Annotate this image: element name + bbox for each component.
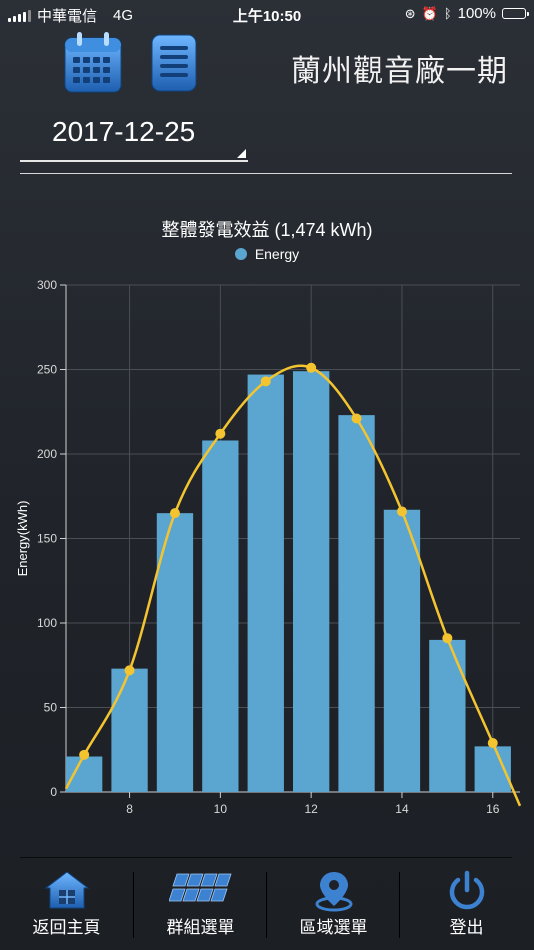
tab-logout[interactable]: 登出 (400, 858, 533, 950)
trend-point (79, 749, 90, 760)
y-tick-label: 50 (44, 701, 58, 715)
date-value: 2017-12-25 (52, 116, 196, 147)
battery-percent: 100% (457, 5, 496, 22)
bar (429, 639, 466, 792)
tab-area-menu[interactable]: 區域選單 (267, 858, 400, 950)
list-button[interactable] (151, 34, 197, 92)
tab-separator (133, 872, 134, 938)
alarm-icon: ⏰ (421, 5, 438, 21)
power-icon (446, 870, 488, 917)
y-tick-label: 250 (37, 363, 57, 377)
tab-separator (399, 872, 400, 938)
bar (66, 756, 103, 792)
calendar-button[interactable] (62, 32, 124, 94)
x-tick-label: 16 (486, 802, 500, 816)
status-time: 上午10:50 (232, 8, 302, 25)
bar (156, 513, 194, 792)
tab-area-menu-label: 區域選單 (299, 918, 368, 937)
x-tick-label: 12 (304, 802, 318, 816)
tab-home[interactable]: 返回主頁 (0, 858, 133, 950)
dropdown-corner-icon (237, 149, 246, 158)
tab-separator (266, 872, 267, 938)
y-tick-label: 0 (50, 785, 57, 799)
bar (247, 374, 284, 792)
tab-bar: 返回主頁 群組選單 區域選單 (0, 858, 534, 950)
x-tick-label: 14 (395, 802, 409, 816)
tab-group-menu[interactable]: 群組選單 (134, 858, 267, 950)
y-axis-label: Energy(kWh) (15, 501, 30, 577)
location-pin-icon (314, 870, 354, 917)
trend-point (124, 665, 135, 676)
chart-title: 整體發電效益 (1,474 kWh) (161, 220, 373, 240)
solar-panels-icon (167, 870, 233, 911)
tab-logout-label: 登出 (449, 918, 484, 937)
bar (293, 371, 330, 792)
energy-chart: 0 50 100 150 200 250 300 8 10 12 14 16 Energy(kWh) (15, 278, 522, 816)
trend-point (306, 362, 317, 373)
trend-point (215, 428, 226, 439)
trend-point (487, 737, 498, 748)
date-picker-field[interactable]: 2017-12-25 (20, 110, 248, 162)
battery-icon (502, 8, 529, 19)
trend-point (442, 633, 453, 644)
bar (383, 509, 421, 792)
y-tick-label: 100 (37, 616, 57, 630)
y-tick-label: 150 (37, 532, 57, 546)
legend-label-energy: Energy (254, 246, 300, 262)
status-bar: 中華電信 4G 上午10:50 ⊛ ⏰ ᛒ 100% (0, 0, 534, 28)
home-icon (44, 870, 90, 915)
trend-point (351, 413, 362, 424)
legend-swatch-energy (234, 248, 247, 260)
y-tick-label: 300 (37, 278, 57, 292)
status-right: ⊛ ⏰ ᛒ 100% (404, 5, 529, 22)
trend-point (396, 506, 407, 517)
bar (111, 668, 148, 792)
bar (338, 415, 375, 792)
list-icon (151, 34, 197, 92)
tab-group-menu-label: 群組選單 (166, 918, 235, 937)
trend-point (169, 508, 180, 519)
header-divider (20, 173, 512, 174)
carrier-label: 中華電信 (37, 8, 98, 25)
signal-icon (8, 9, 31, 22)
tab-home-label: 返回主頁 (32, 918, 101, 937)
status-left: 中華電信 4G (8, 5, 133, 26)
calendar-icon (64, 32, 122, 93)
site-title: 蘭州觀音廠一期 (291, 55, 508, 88)
y-tick-label: 200 (37, 447, 57, 461)
tabbar-divider (20, 857, 512, 858)
x-tick-label: 10 (214, 802, 228, 816)
bar (202, 440, 239, 792)
trend-point (260, 376, 271, 387)
chart-legend: Energy (0, 246, 534, 262)
x-tick-label: 8 (126, 802, 133, 816)
rotation-lock-icon: ⊛ (404, 5, 416, 21)
bluetooth-icon: ᛒ (443, 6, 452, 21)
network-label: 4G (113, 7, 134, 24)
